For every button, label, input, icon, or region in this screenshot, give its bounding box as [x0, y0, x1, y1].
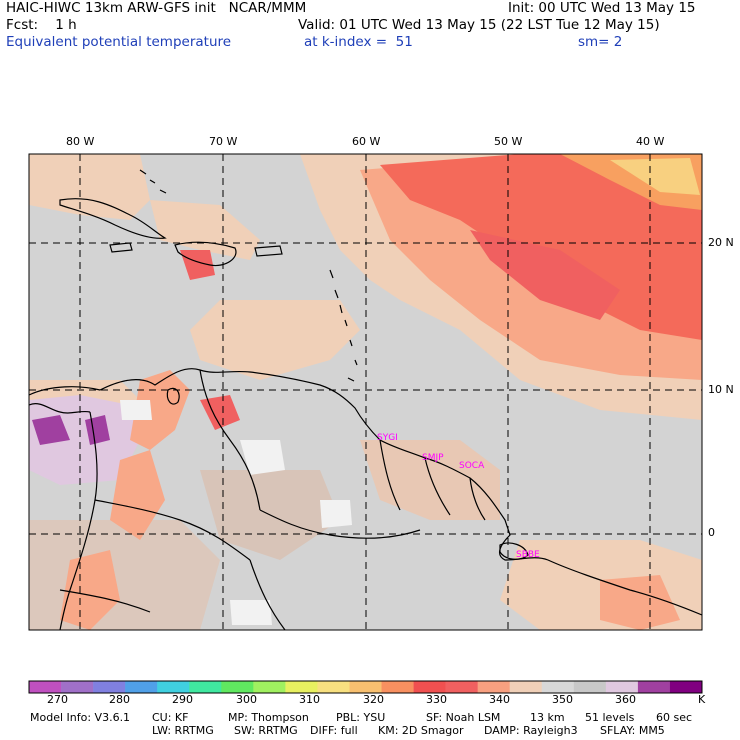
colorbar-swatch: [573, 681, 607, 693]
map-frame: [28, 153, 703, 631]
colorbar-swatch: [669, 681, 703, 693]
colorbar-swatch: [317, 681, 350, 693]
colorbar: [28, 680, 703, 694]
colorbar-swatch: [605, 681, 639, 693]
station-smjp: SMJP: [422, 453, 444, 463]
colorbar-label-330: 330: [426, 693, 447, 706]
forecast-hour: Fcst: 1 h: [6, 17, 77, 33]
station-soca: SOCA: [459, 461, 485, 471]
colorbar-label-300: 300: [236, 693, 257, 706]
colorbar-label-270: 270: [47, 693, 68, 706]
colorbar-label-360: 360: [615, 693, 636, 706]
time-step: 60 sec: [656, 711, 693, 724]
colorbar-label-320: 320: [363, 693, 384, 706]
microphysics-scheme: MP: Thompson: [228, 711, 309, 724]
colorbar-label-290: 290: [172, 693, 193, 706]
cumulus-scheme: CU: KF: [152, 711, 189, 724]
colorbar-swatch: [349, 681, 382, 693]
vertical-levels: 51 levels: [585, 711, 635, 724]
colorbar-swatch: [413, 681, 446, 693]
station-sbbe: SBBE: [516, 550, 540, 560]
damping-option: DAMP: Rayleigh3: [484, 724, 578, 737]
colorbar-swatch: [637, 681, 671, 693]
colorbar-swatch: [61, 681, 94, 693]
lon-label-60w: 60 W: [352, 135, 381, 148]
colorbar-swatch: [381, 681, 414, 693]
lon-label-50w: 50 W: [494, 135, 523, 148]
lw-scheme: LW: RRTMG: [152, 724, 214, 737]
lon-label-70w: 70 W: [209, 135, 238, 148]
graticule: [29, 154, 702, 630]
colorbar-swatch: [509, 681, 543, 693]
valid-time: Valid: 01 UTC Wed 13 May 15 (22 LST Tue …: [298, 17, 660, 33]
colorbar-swatch: [93, 681, 126, 693]
diffusion-option: DIFF: full: [310, 724, 358, 737]
colorbar-label-350: 350: [552, 693, 573, 706]
colorbar-swatch: [285, 681, 318, 693]
colorbar-swatch: [125, 681, 158, 693]
colorbar-unit: K: [698, 693, 706, 706]
colorbar-frame: [28, 680, 703, 694]
pbl-scheme: PBL: YSU: [336, 711, 386, 724]
colorbar-swatch: [29, 681, 62, 693]
colorbar-label-310: 310: [299, 693, 320, 706]
colorbar-swatch: [477, 681, 511, 693]
colorbar-swatch: [541, 681, 575, 693]
lon-label-80w: 80 W: [66, 135, 95, 148]
surface-scheme: SF: Noah LSM: [426, 711, 501, 724]
map-field: SYGI SMJP SOCA SBBE: [29, 154, 702, 630]
colorbar-swatch: [221, 681, 254, 693]
model-version: Model Info: V3.6.1: [30, 711, 131, 724]
colorbar-swatch: [157, 681, 190, 693]
model-title: HAIC-HIWC 13km ARW-GFS init NCAR/MMM: [6, 0, 307, 16]
colorbar-swatch: [445, 681, 478, 693]
lon-label-40w: 40 W: [636, 135, 665, 148]
colorbar-swatch: [253, 681, 286, 693]
init-time: Init: 00 UTC Wed 13 May 15: [508, 0, 696, 16]
field-name: Equivalent potential temperature: [6, 34, 232, 50]
colorbar-label-280: 280: [109, 693, 130, 706]
lat-label-0: 0: [708, 526, 715, 539]
colorbar-label-340: 340: [489, 693, 510, 706]
level-info: at k-index = 51: [304, 34, 413, 50]
km-option: KM: 2D Smagor: [378, 724, 464, 737]
coastlines: [29, 169, 702, 630]
colorbar-swatch: [189, 681, 222, 693]
station-labels: SYGI SMJP SOCA SBBE: [377, 433, 540, 560]
lat-label-20n: 20 N: [708, 236, 734, 249]
sflay-option: SFLAY: MM5: [600, 724, 665, 737]
sw-scheme: SW: RRTMG: [234, 724, 298, 737]
station-sygi: SYGI: [377, 433, 398, 443]
lat-label-10n: 10 N: [708, 383, 734, 396]
grid-spacing: 13 km: [530, 711, 565, 724]
smoothing-info: sm= 2: [578, 34, 623, 50]
